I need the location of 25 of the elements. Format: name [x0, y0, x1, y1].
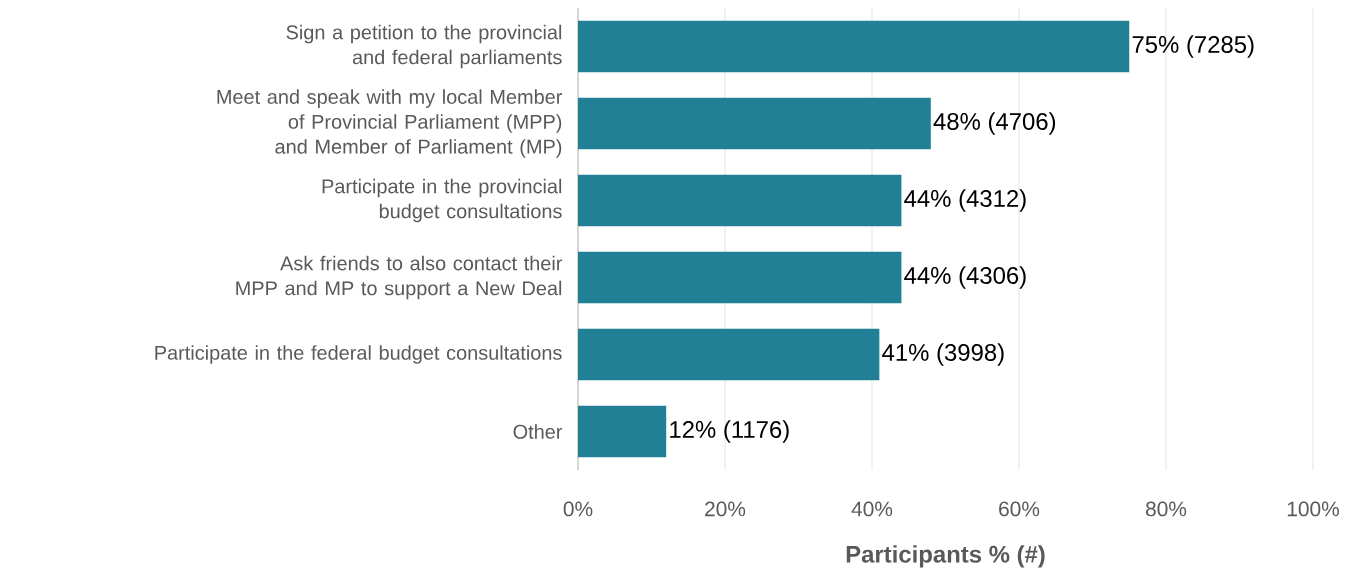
y-tick-label: Participate in the federal budget consultations [155, 345, 562, 364]
bar [578, 405, 667, 458]
bar [578, 328, 880, 381]
x-tick-label: 80% [1145, 501, 1187, 517]
y-tick-label: Participate in the provincial budget consultations [322, 178, 562, 223]
y-tick-label: Other [513, 424, 563, 439]
x-tick-label: 40% [851, 501, 893, 517]
data-label: 44% (4312) [904, 189, 1026, 212]
x-tick-label: 60% [999, 501, 1040, 517]
data-label: 44% (4306) [904, 266, 1026, 289]
bar [578, 174, 902, 227]
data-label: 75% (7285) [1132, 35, 1254, 58]
bar [578, 97, 931, 150]
data-label: 41% (3998) [882, 343, 1004, 366]
bar [578, 20, 1130, 73]
y-tick-label: Meet and speak with my local Member of Provincial Parliament (MPP) and Member of Parliament (MP) [217, 89, 563, 158]
bar [578, 251, 902, 304]
x-tick-label: 100% [1287, 501, 1340, 517]
x-tick-label: 0% [563, 501, 593, 517]
data-label: 12% (1176) [670, 420, 789, 443]
y-tick-label: Ask friends to also contact their MPP and MP to support a New Deal [236, 255, 563, 300]
x-tick-label: 20% [705, 501, 746, 517]
x-axis-title: Participants % (#) [846, 545, 1045, 568]
data-label: 48% (4706) [933, 112, 1056, 135]
y-tick-label: Sign a petition to the provincial and federal parliaments [286, 24, 562, 69]
